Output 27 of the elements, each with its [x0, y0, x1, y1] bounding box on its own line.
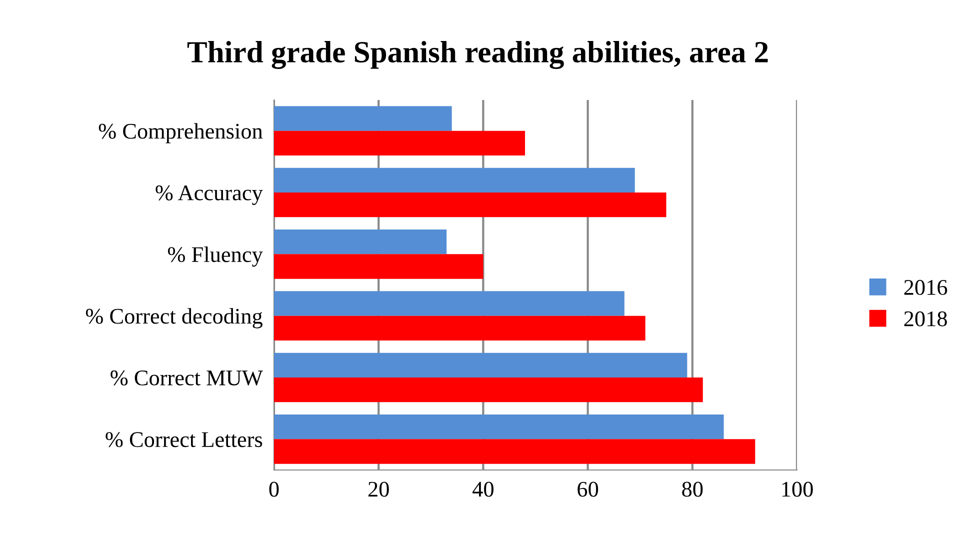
bar	[274, 352, 688, 378]
y-tick-label: % Accuracy	[156, 185, 263, 205]
bar	[274, 378, 703, 402]
legend-label: 2016	[904, 280, 948, 295]
y-tick-label: % Correct Letters	[106, 432, 262, 448]
bar	[274, 106, 452, 131]
y-tick-label: % Correct MUW	[110, 370, 263, 386]
legend-label: 2018	[904, 311, 947, 326]
bar	[274, 316, 646, 340]
bar	[274, 168, 635, 192]
bar	[274, 230, 447, 254]
x-tick-label: 20	[368, 482, 389, 497]
bar	[274, 414, 724, 440]
bar	[274, 439, 756, 464]
bar	[274, 254, 484, 279]
x-tick-label: 80	[682, 482, 703, 497]
x-tick-label: 40	[472, 482, 494, 497]
bar	[274, 192, 666, 218]
x-tick-label: 100	[782, 482, 813, 497]
bar	[274, 291, 624, 316]
x-tick-label: 0	[269, 482, 279, 497]
y-tick-label: % Correct decoding	[86, 308, 262, 328]
y-tick-label: % Fluency	[168, 246, 263, 267]
bar	[274, 130, 526, 156]
y-tick-label: % Comprehension	[98, 123, 263, 144]
x-tick-label: 60	[578, 482, 598, 497]
chart-title: Third grade Spanish reading abilities, area 2	[187, 41, 768, 69]
